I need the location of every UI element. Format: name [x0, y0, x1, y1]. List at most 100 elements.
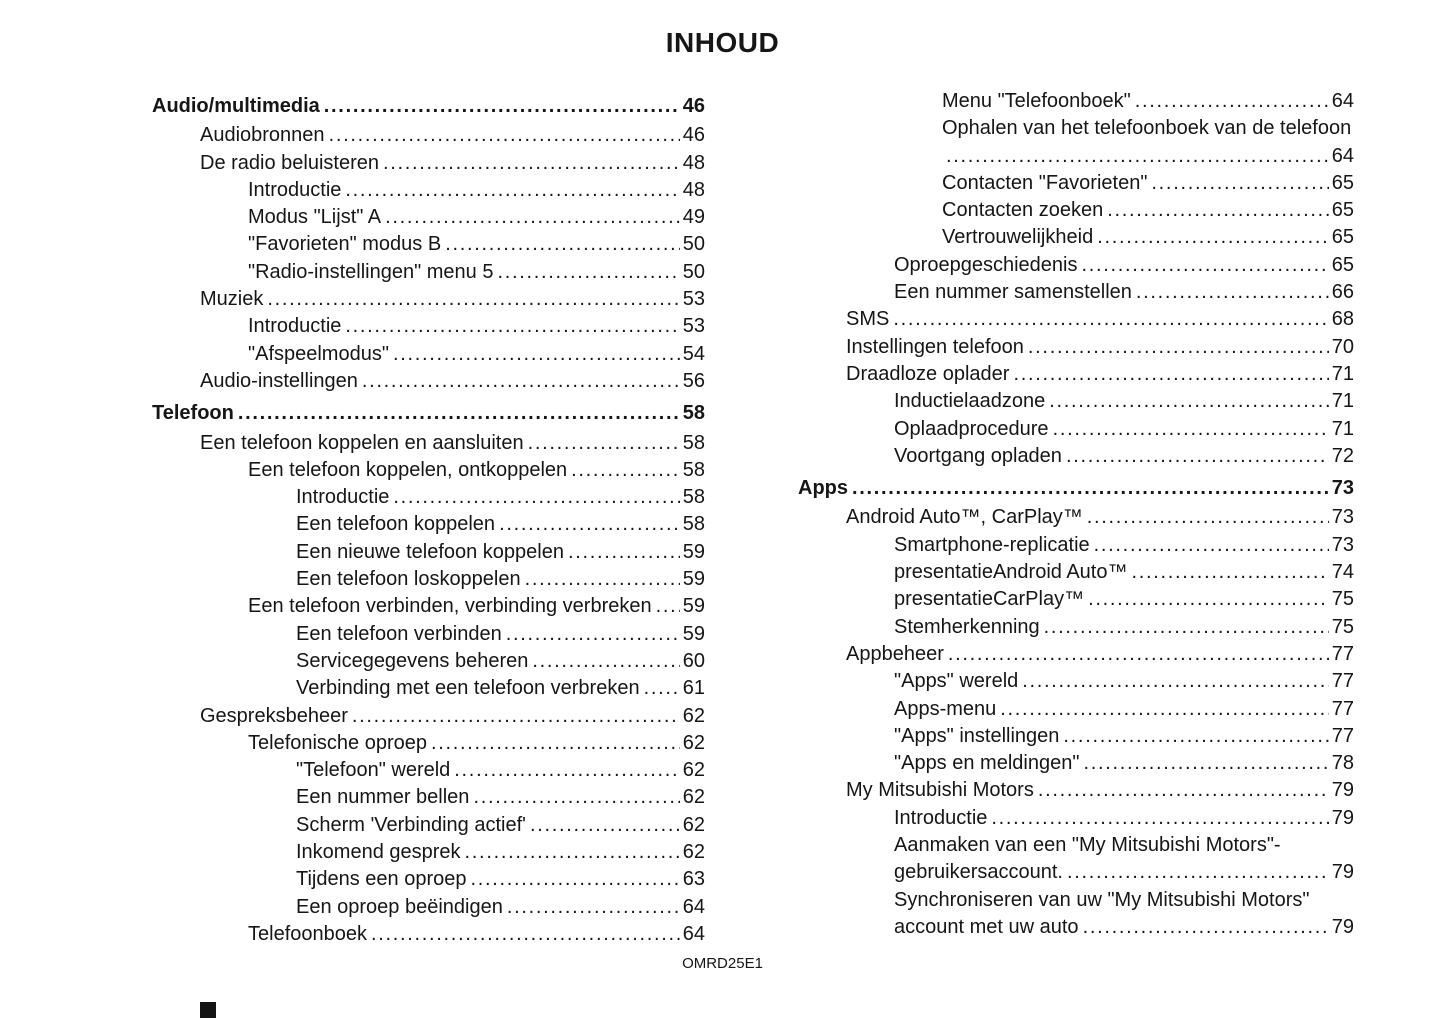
toc-entry: Audiobronnen 46: [152, 122, 705, 149]
toc-leader-dots: [1094, 532, 1329, 559]
toc-entry-label: Modus "Lijst" A: [248, 206, 382, 229]
toc-page-number: 62: [682, 841, 705, 864]
toc-page-number: 65: [1331, 171, 1354, 194]
toc-page-number: 79: [1331, 915, 1354, 938]
toc-entry: Draadloze oplader 71: [798, 361, 1354, 388]
toc-page-number: 60: [682, 649, 705, 672]
toc-leader-dots: [497, 259, 679, 286]
toc-page-number: 64: [1331, 144, 1354, 167]
toc-page-number: 53: [682, 288, 705, 311]
toc-page-number: 65: [1331, 199, 1354, 222]
toc-entry-row: Apps 73: [798, 475, 1354, 502]
toc-entry-row: Telefoonboek 64: [248, 921, 705, 948]
toc-entry-label: Audio-instellingen: [200, 369, 358, 392]
toc-entry-row: Een oproep beëindigen 64: [296, 894, 705, 921]
toc-leader-dots: [352, 703, 680, 730]
toc-page-number: 50: [682, 233, 705, 256]
toc-leader-dots: [1135, 88, 1329, 115]
toc-entry-label: Vertrouwelijkheid: [942, 226, 1094, 249]
toc-entry-row: Smartphone-replicatie 73: [894, 532, 1354, 559]
toc-leader-dots: [532, 648, 679, 675]
toc-entry-label: gebruikersaccount.: [894, 861, 1063, 884]
toc-leader-dots: [1049, 388, 1329, 415]
toc-entry-label: Contacten "Favorieten": [942, 171, 1148, 194]
toc-entry-label: "Apps" instellingen: [894, 724, 1060, 747]
toc-entry: Introductie 58: [152, 484, 705, 511]
toc-page-number: 68: [1331, 308, 1354, 331]
toc-page-number: 58: [682, 458, 705, 481]
toc-page-number: 77: [1331, 724, 1354, 747]
toc-page-number: 53: [682, 315, 705, 338]
toc-page-number: 62: [682, 731, 705, 754]
toc-entry-row: Telefonische oproep 62: [248, 730, 705, 757]
toc-entry-row: "Favorieten" modus B 50: [248, 231, 705, 258]
toc-leader-dots: [507, 894, 680, 921]
toc-entry-label: SMS: [846, 308, 890, 331]
toc-entry-row: Audiobronnen 46: [200, 122, 705, 149]
toc-entry-row: Oplaadprocedure 71: [894, 416, 1354, 443]
toc-entry: Een telefoon koppelen en aansluiten 58: [152, 430, 705, 457]
toc-leader-dots: [656, 593, 680, 620]
toc-leader-dots: [393, 341, 680, 368]
toc-page-number: 54: [682, 342, 705, 365]
toc-page-number: 77: [1331, 642, 1354, 665]
toc-entry: Muziek 53: [152, 286, 705, 313]
toc-entry-row: Tijdens een oproep 63: [296, 866, 705, 893]
toc-entry: Introductie 48: [152, 177, 705, 204]
toc-entry-label: Inkomend gesprek: [296, 841, 461, 864]
toc-entry: Een telefoon koppelen, ontkoppelen 58: [152, 457, 705, 484]
toc-entry-row: Een nummer bellen 62: [296, 784, 705, 811]
toc-leader-dots: [644, 675, 680, 702]
toc-leader-dots: [571, 457, 680, 484]
toc-entry-row: Modus "Lijst" A 49: [248, 204, 705, 231]
toc-leader-dots: [530, 812, 680, 839]
toc-entry-row: Instellingen telefoon 70: [846, 334, 1354, 361]
toc-page-number: 64: [682, 922, 705, 945]
toc-entry-row: Audio-instellingen 56: [200, 368, 705, 395]
toc-page-number: 58: [682, 513, 705, 536]
toc-entry-row: Vertrouwelijkheid 65: [942, 224, 1354, 251]
toc-entry-label: Instellingen telefoon: [846, 335, 1024, 358]
toc-leader-dots: [948, 641, 1329, 668]
toc-leader-dots: [431, 730, 680, 757]
toc-page-number: 62: [682, 786, 705, 809]
toc-page-number: 75: [1331, 615, 1354, 638]
document-code: OMRD25E1: [682, 955, 763, 972]
toc-leader-dots: [1053, 416, 1329, 443]
toc-entry-row: Inductielaadzone 71: [894, 388, 1354, 415]
toc-entry-label: Inductielaadzone: [894, 390, 1046, 413]
toc-entry-label: "Apps" wereld: [894, 670, 1019, 693]
toc-column-right: Menu "Telefoonboek" 64 Ophalen van het tel…: [798, 88, 1354, 941]
toc-entry-row: Een telefoon verbinden 59: [296, 621, 705, 648]
toc-entry: "Telefoon" wereld 62: [152, 757, 705, 784]
toc-entry: Apps-menu 77: [798, 696, 1354, 723]
toc-entry: Oplaadprocedure 71: [798, 416, 1354, 443]
toc-entry: Modus "Lijst" A 49: [152, 204, 705, 231]
toc-page-number: 70: [1331, 335, 1354, 358]
toc-entry-label: Aanmaken van een "My Mitsubishi Motors"-: [894, 834, 1281, 857]
toc-entry-label: account met uw auto: [894, 915, 1079, 938]
toc-entry-label: Een telefoon koppelen en aansluiten: [200, 431, 524, 454]
toc-entry-row: My Mitsubishi Motors 79: [846, 777, 1354, 804]
toc-entry-row: Muziek 53: [200, 286, 705, 313]
toc-entry-label: "Radio-instellingen" menu 5: [248, 260, 494, 283]
toc-page-number: 75: [1331, 588, 1354, 611]
toc-entry: Smartphone-replicatie 73: [798, 532, 1354, 559]
toc-entry: Ophalen van het telefoonboek van de tele…: [798, 115, 1354, 170]
toc-entry: "Apps en meldingen" 78: [798, 750, 1354, 777]
toc-leader-dots: [1083, 914, 1329, 941]
toc-entry-row: Stemherkenning 75: [894, 614, 1354, 641]
toc-entry: Aanmaken van een "My Mitsubishi Motors"-…: [798, 832, 1354, 887]
toc-entry: "Apps" wereld 77: [798, 668, 1354, 695]
toc-entry-label: Introductie: [296, 486, 390, 509]
toc-entry-row: "Telefoon" wereld 62: [296, 757, 705, 784]
toc-entry: Gespreksbeheer 62: [152, 703, 705, 730]
toc-leader-dots: [1087, 504, 1329, 531]
toc-leader-dots: [465, 839, 680, 866]
toc-entry-row: "Afspeelmodus" 54: [248, 341, 705, 368]
toc-entry: presentatieAndroid Auto™ 74: [798, 559, 1354, 586]
toc-page-number: 59: [682, 595, 705, 618]
toc-leader-dots: [445, 231, 680, 258]
toc-page-number: 61: [682, 677, 705, 700]
toc-leader-dots: [473, 784, 679, 811]
